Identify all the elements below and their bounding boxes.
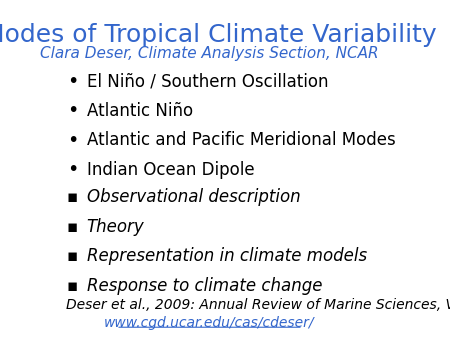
Text: Observational description: Observational description	[86, 189, 300, 207]
Text: •: •	[67, 131, 78, 150]
Text: Atlantic Niño: Atlantic Niño	[86, 102, 193, 120]
Text: Representation in climate models: Representation in climate models	[86, 247, 367, 265]
Text: Indian Ocean Dipole: Indian Ocean Dipole	[86, 161, 254, 179]
Text: ▪: ▪	[67, 189, 78, 207]
Text: •: •	[67, 72, 78, 91]
Text: Clara Deser, Climate Analysis Section, NCAR: Clara Deser, Climate Analysis Section, N…	[40, 46, 379, 61]
Text: Modes of Tropical Climate Variability: Modes of Tropical Climate Variability	[0, 23, 436, 47]
Text: Atlantic and Pacific Meridional Modes: Atlantic and Pacific Meridional Modes	[86, 131, 395, 149]
Text: www.cgd.ucar.edu/cas/cdeser/: www.cgd.ucar.edu/cas/cdeser/	[104, 316, 315, 330]
Text: ▪: ▪	[67, 277, 78, 295]
Text: •: •	[67, 160, 78, 179]
Text: Response to climate change: Response to climate change	[86, 277, 322, 295]
Text: ▪: ▪	[67, 247, 78, 265]
Text: El Niño / Southern Oscillation: El Niño / Southern Oscillation	[86, 72, 328, 90]
Text: ▪: ▪	[67, 218, 78, 236]
Text: Deser et al., 2009: Annual Review of Marine Sciences, Vol. 2: Deser et al., 2009: Annual Review of Mar…	[66, 298, 450, 312]
Text: Theory: Theory	[86, 218, 144, 236]
Text: •: •	[67, 101, 78, 120]
